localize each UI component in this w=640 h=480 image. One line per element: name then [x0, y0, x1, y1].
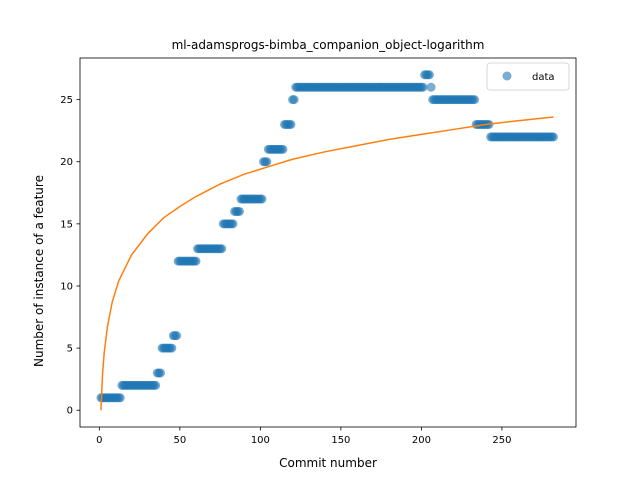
data-point [257, 194, 267, 204]
x-axis: 0 50 100 150 200 250 [96, 427, 511, 446]
fit-curve-group [100, 116, 554, 411]
data-point [286, 119, 296, 129]
data-point [278, 144, 288, 154]
fit-curve [100, 116, 554, 411]
data-point [151, 380, 161, 390]
data-point [234, 206, 244, 216]
y-axis-label: Number of instance of a feature [32, 175, 46, 367]
legend-frame [486, 62, 570, 91]
data-points [96, 70, 558, 403]
data-point [191, 256, 201, 266]
data-point [167, 343, 177, 353]
y-tick-label: 0 [67, 406, 73, 417]
data-point [172, 331, 182, 341]
x-tick-label: 200 [412, 435, 431, 446]
data-point [424, 70, 434, 80]
chart-title: ml-adamsprogs-bimba_companion_object-log… [172, 38, 485, 52]
x-tick-label: 250 [492, 435, 511, 446]
data-point [217, 244, 227, 254]
legend: data [486, 62, 570, 91]
data-point [228, 219, 238, 229]
plot-frame [79, 57, 577, 428]
legend-marker-data [502, 71, 512, 81]
data-point [289, 95, 299, 105]
x-tick-label: 50 [173, 435, 186, 446]
data-point [418, 82, 428, 92]
y-tick-label: 10 [60, 281, 73, 292]
plot-area [79, 57, 577, 428]
data-point [115, 393, 125, 403]
data-point [156, 368, 166, 378]
x-tick-label: 0 [96, 435, 102, 446]
y-tick-label: 5 [67, 344, 73, 355]
data-point [426, 82, 436, 92]
y-tick-label: 25 [60, 95, 73, 106]
data-point [548, 132, 558, 142]
x-axis-label: Commit number [279, 456, 377, 470]
x-tick-label: 100 [251, 435, 270, 446]
y-tick-label: 15 [60, 219, 73, 230]
legend-label-data: data [532, 72, 555, 83]
y-tick-label: 20 [60, 157, 73, 168]
data-point [470, 95, 480, 105]
data-point [262, 157, 272, 167]
y-axis: 0 5 10 15 20 25 [60, 95, 80, 417]
x-tick-label: 150 [331, 435, 350, 446]
